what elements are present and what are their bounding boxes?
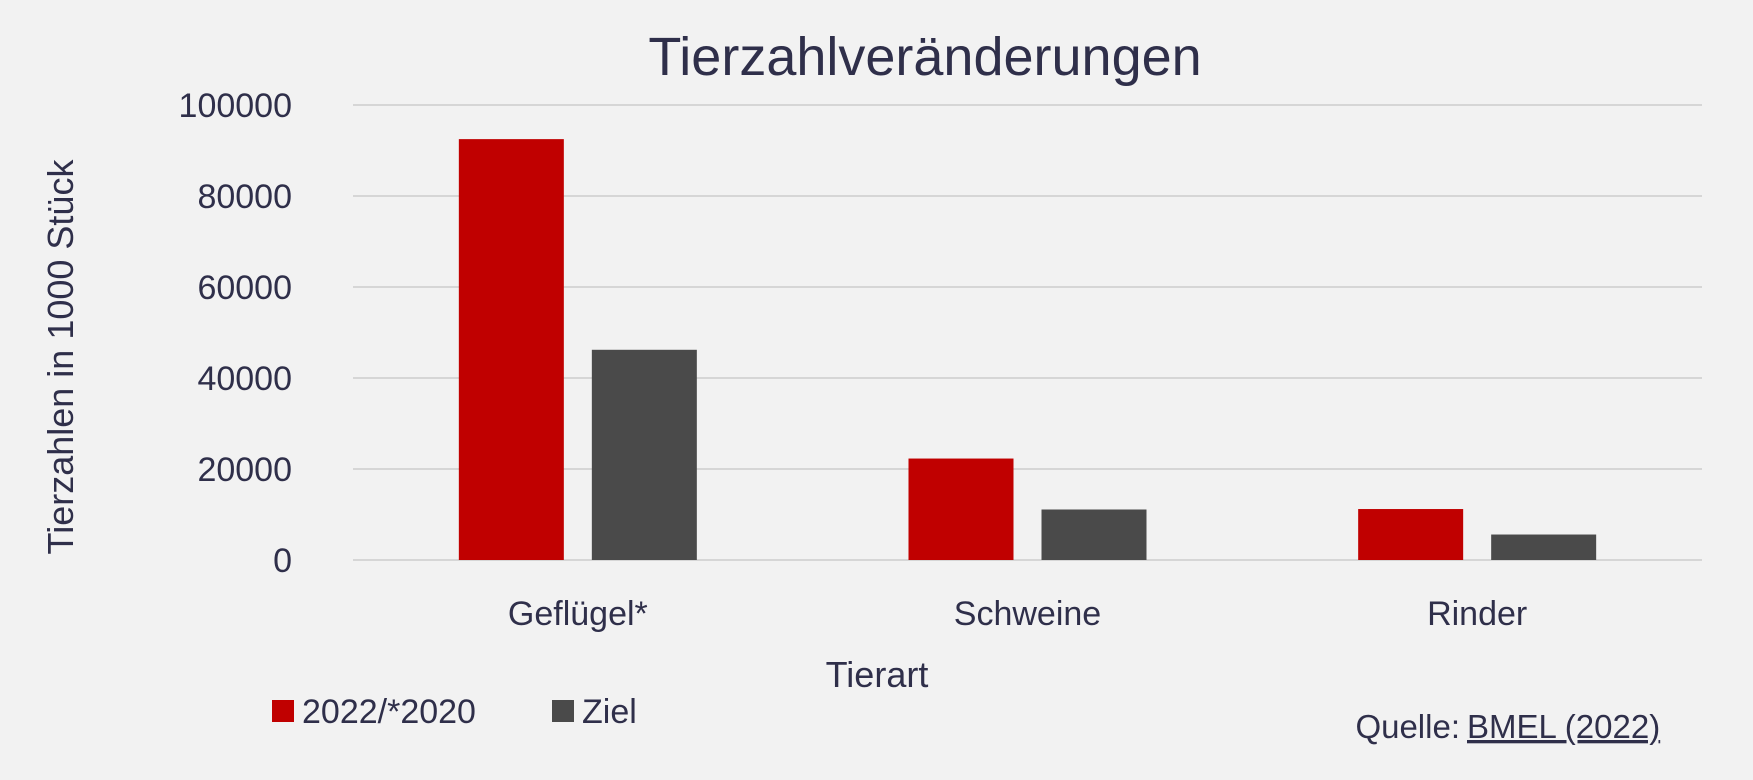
bar-current — [908, 458, 1014, 560]
bar-current — [1358, 509, 1464, 560]
legend-label: 2022/*2020 — [302, 693, 476, 731]
bar-target — [1491, 534, 1597, 560]
y-axis-label: Tierzahlen in 1000 Stück — [40, 159, 81, 555]
legend-label: Ziel — [582, 693, 637, 731]
x-tick-label: Geflügel* — [508, 595, 648, 633]
y-tick-label: 0 — [273, 542, 292, 580]
y-tick-label: 20000 — [197, 451, 292, 489]
bar-target — [591, 349, 697, 560]
gridlines — [353, 104, 1702, 561]
y-axis-ticks: 0 20000 40000 60000 80000 100000 — [179, 87, 292, 580]
legend-swatch — [272, 700, 294, 722]
bar-current — [458, 139, 564, 560]
source-link[interactable]: BMEL (2022) — [1467, 708, 1660, 745]
y-tick-label: 100000 — [179, 87, 292, 125]
y-tick-label: 60000 — [197, 269, 292, 307]
legend-swatch — [552, 700, 574, 722]
y-tick-label: 40000 — [197, 360, 292, 398]
x-tick-label: Schweine — [954, 595, 1101, 633]
source-note: Quelle: BMEL (2022) — [1355, 708, 1660, 745]
chart-title: Tierzahlveränderungen — [648, 27, 1201, 87]
x-tick-label: Rinder — [1427, 595, 1527, 633]
legend: 2022/*2020 Ziel — [272, 693, 637, 731]
x-axis-label: Tierart — [826, 654, 929, 695]
source-label: Quelle: — [1355, 708, 1460, 745]
bar-target — [1041, 509, 1147, 560]
bars — [458, 139, 1597, 560]
y-tick-label: 80000 — [197, 178, 292, 216]
x-axis-ticks: Geflügel* Schweine Rinder — [508, 595, 1527, 633]
